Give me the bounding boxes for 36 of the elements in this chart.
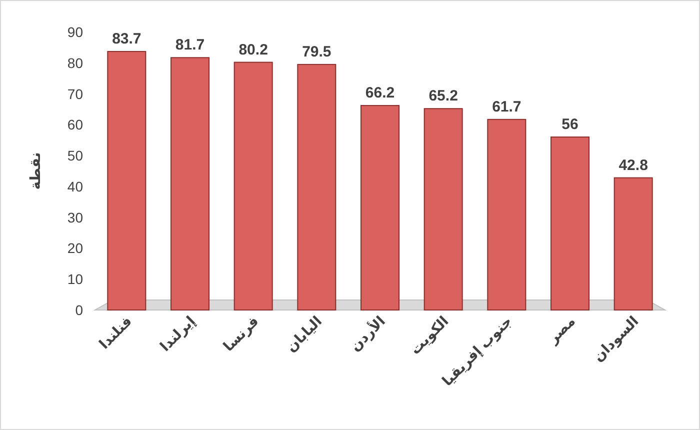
y-tick-label: 60 (67, 116, 84, 133)
bar (107, 50, 146, 310)
data-label: 79.5 (302, 43, 332, 60)
y-tick-label: 20 (67, 240, 84, 256)
data-label: 65.2 (428, 88, 458, 105)
data-label: 80.2 (238, 41, 268, 58)
data-label: 81.7 (175, 36, 205, 54)
y-tick-label: 50 (67, 148, 84, 164)
bar (424, 108, 463, 310)
bar (170, 57, 210, 310)
x-tick-label: اليابان (282, 312, 325, 355)
data-label: 66.2 (365, 84, 395, 102)
data-label: 61.7 (492, 98, 522, 116)
bar (360, 105, 400, 310)
x-tick-label: مصر (544, 312, 579, 348)
bar (234, 62, 273, 310)
data-label: 83.7 (112, 30, 142, 48)
bar (614, 177, 653, 310)
bar (550, 136, 590, 310)
x-tick-label: إيرلندا (156, 312, 199, 355)
y-tick-label: 30 (67, 209, 84, 226)
y-tick-label: 10 (67, 271, 84, 288)
bar (487, 118, 526, 310)
y-tick-label: 70 (67, 86, 84, 102)
y-tick-label: 40 (67, 178, 84, 194)
x-tick-label: فنلندا (96, 312, 135, 352)
x-tick-label: الأردن (346, 312, 389, 355)
bar (297, 64, 336, 310)
data-label: 56 (562, 116, 578, 134)
y-axis-title: نقطة (27, 152, 43, 190)
data-label: 42.8 (618, 156, 648, 174)
y-tick-label: 90 (67, 24, 84, 40)
x-tick-label: فرنسا (220, 312, 262, 355)
y-tick-label: 80 (67, 54, 84, 71)
y-tick-label: 0 (75, 302, 84, 318)
x-tick-label: السودان (590, 312, 642, 366)
